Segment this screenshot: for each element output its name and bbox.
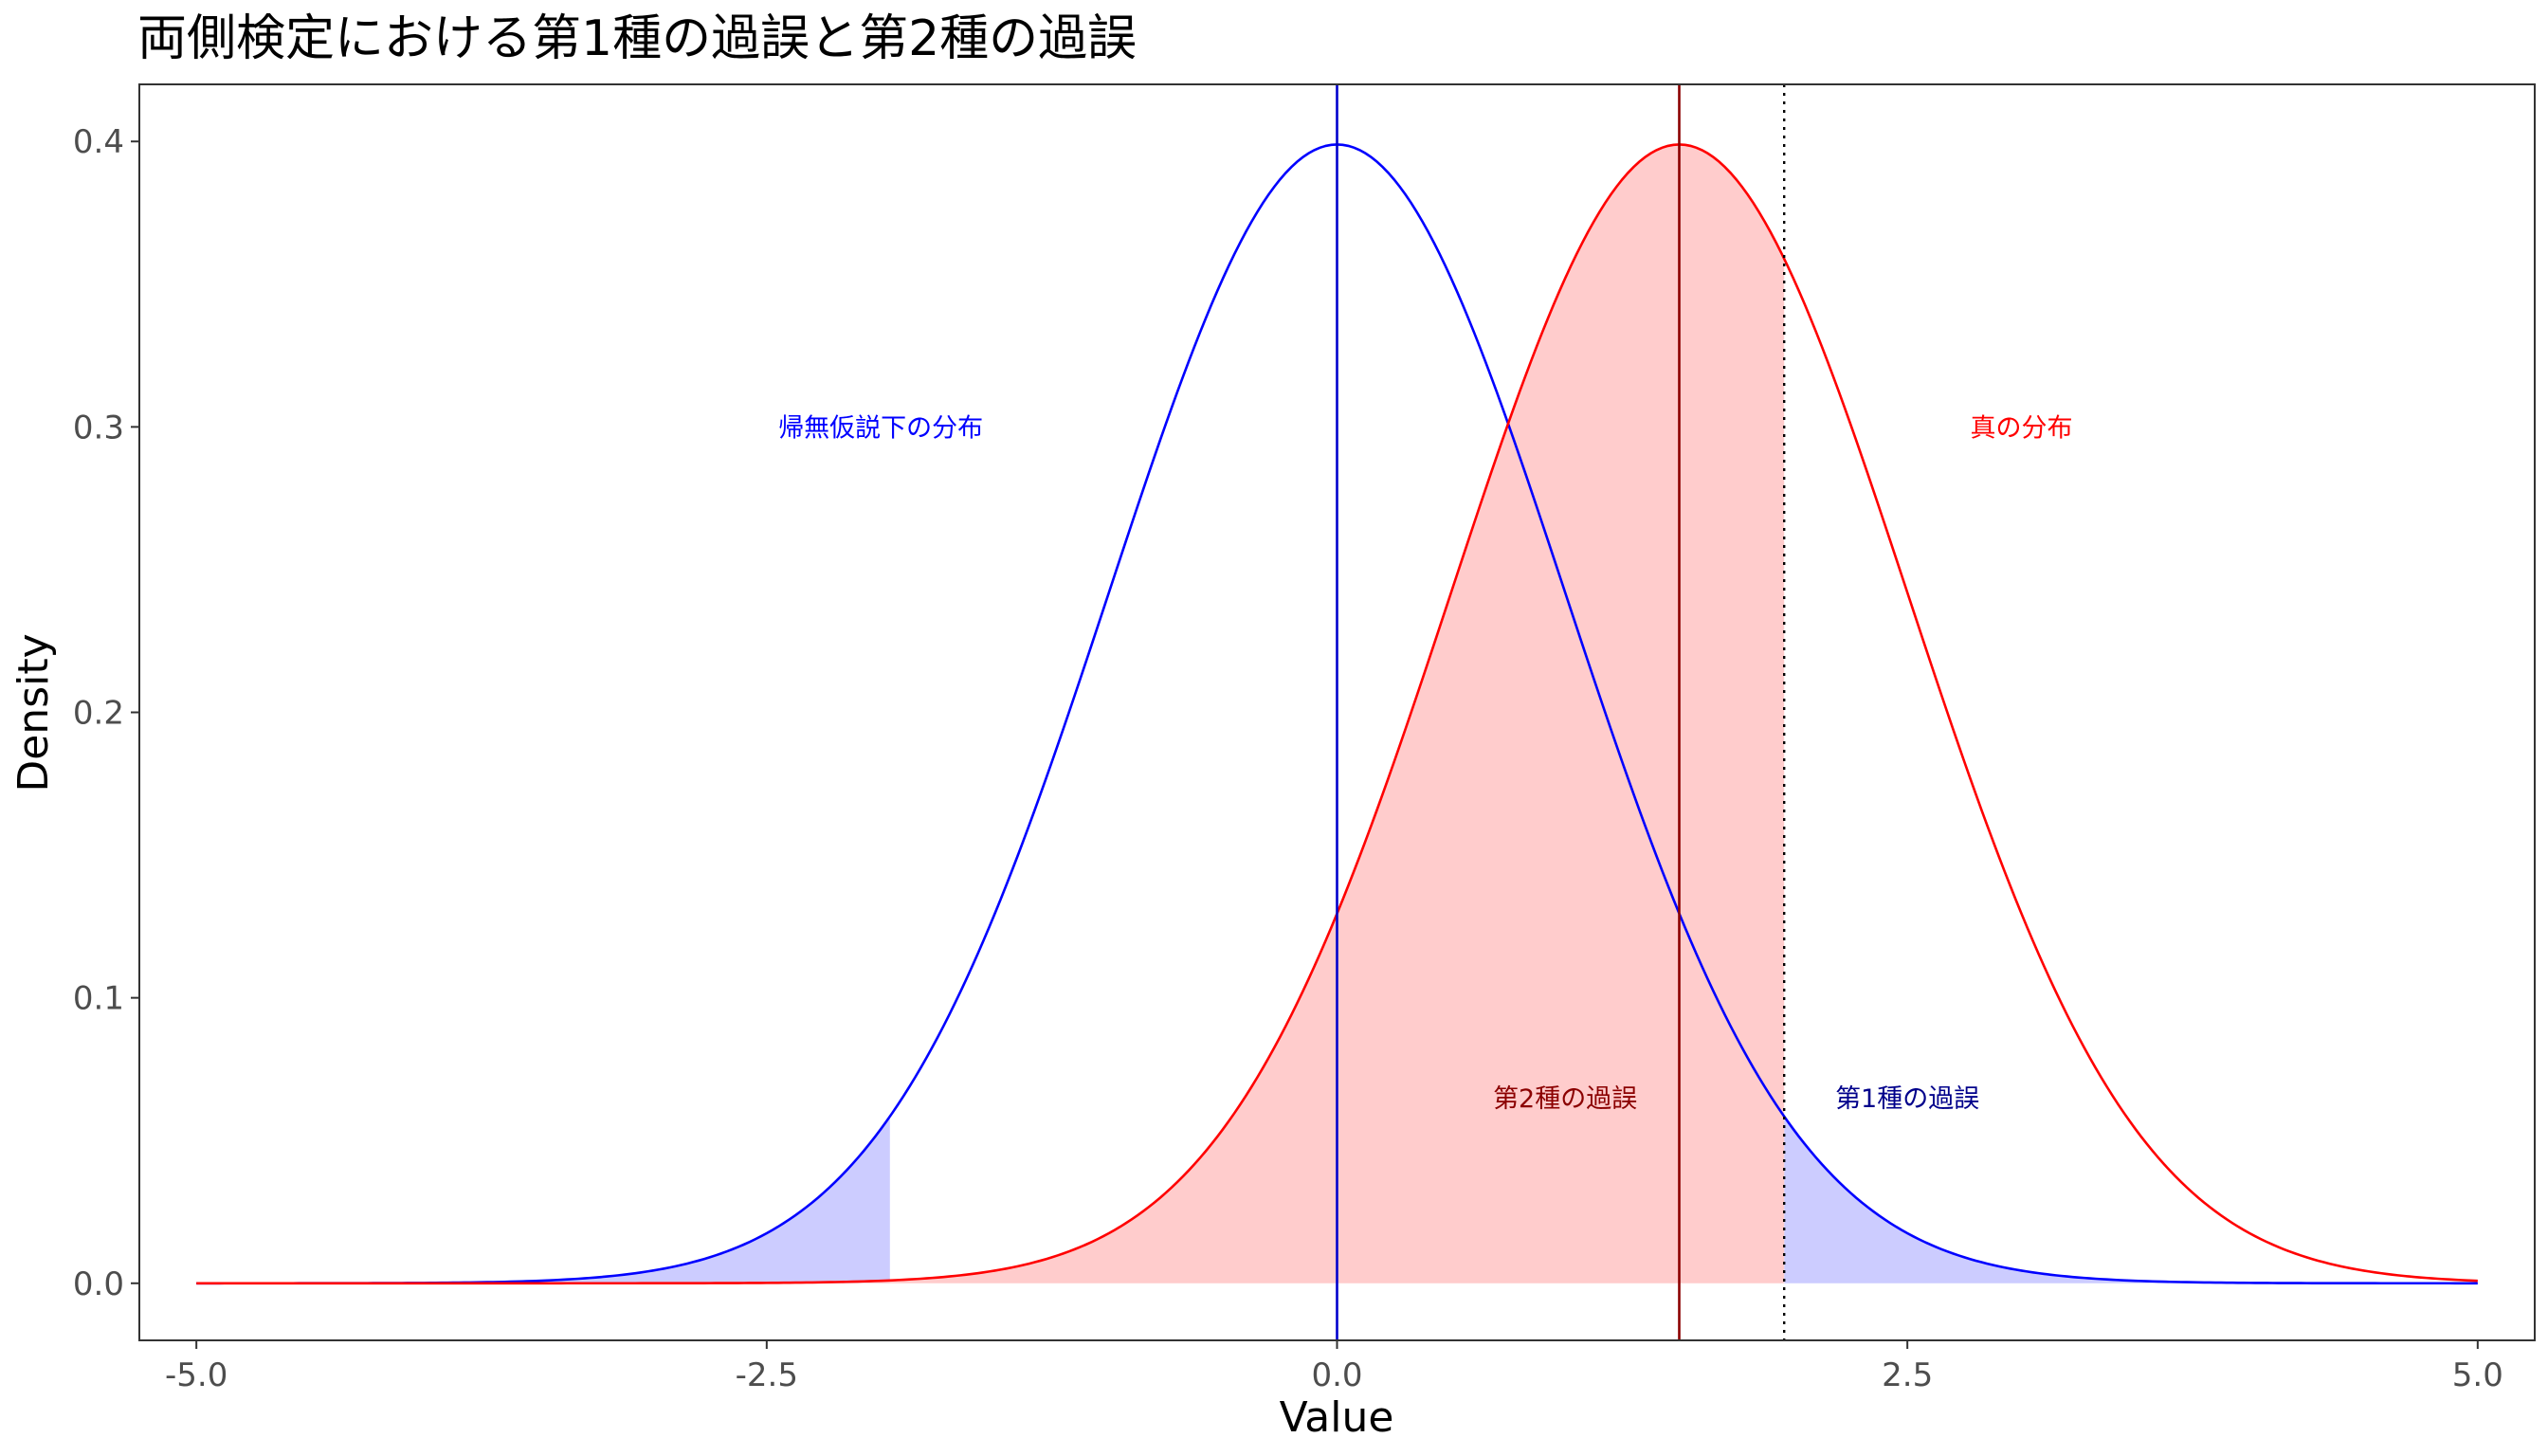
x-axis-label: Value	[1280, 1393, 1394, 1442]
shaded-region-2	[1784, 1116, 2478, 1283]
chart-title: 両側検定における第1種の過誤と第2種の過誤	[137, 10, 1137, 67]
y-axis-label: Density	[9, 633, 58, 792]
y-tick-label: 0.0	[73, 1265, 124, 1303]
y-tick-label: 0.4	[73, 123, 124, 161]
shaded-region-3	[196, 144, 1785, 1283]
shaded-region-1	[196, 1116, 890, 1283]
y-tick-label: 0.3	[73, 409, 124, 446]
x-tick-label: 2.5	[1882, 1356, 1933, 1394]
y-tick-label: 0.1	[73, 980, 124, 1018]
annotation-3: 第2種の過誤	[1493, 1084, 1637, 1114]
annotation-2: 真の分布	[1971, 413, 2073, 443]
annotation-4: 第1種の過誤	[1835, 1084, 1979, 1114]
annotation-1: 帰無仮説下の分布	[778, 413, 983, 443]
x-tick-label: -2.5	[736, 1356, 798, 1394]
x-tick-label: 0.0	[1311, 1356, 1362, 1394]
shaded-regions	[196, 144, 2478, 1283]
reference-lines	[1336, 84, 1786, 1340]
x-axis: -5.0 -2.5 0.0 2.5 5.0	[165, 1340, 2503, 1394]
x-tick-label: 5.0	[2452, 1356, 2503, 1394]
y-axis: 0.0 0.1 0.2 0.3 0.4	[73, 123, 139, 1303]
y-tick-label: 0.2	[73, 695, 124, 733]
x-tick-label: -5.0	[165, 1356, 228, 1394]
